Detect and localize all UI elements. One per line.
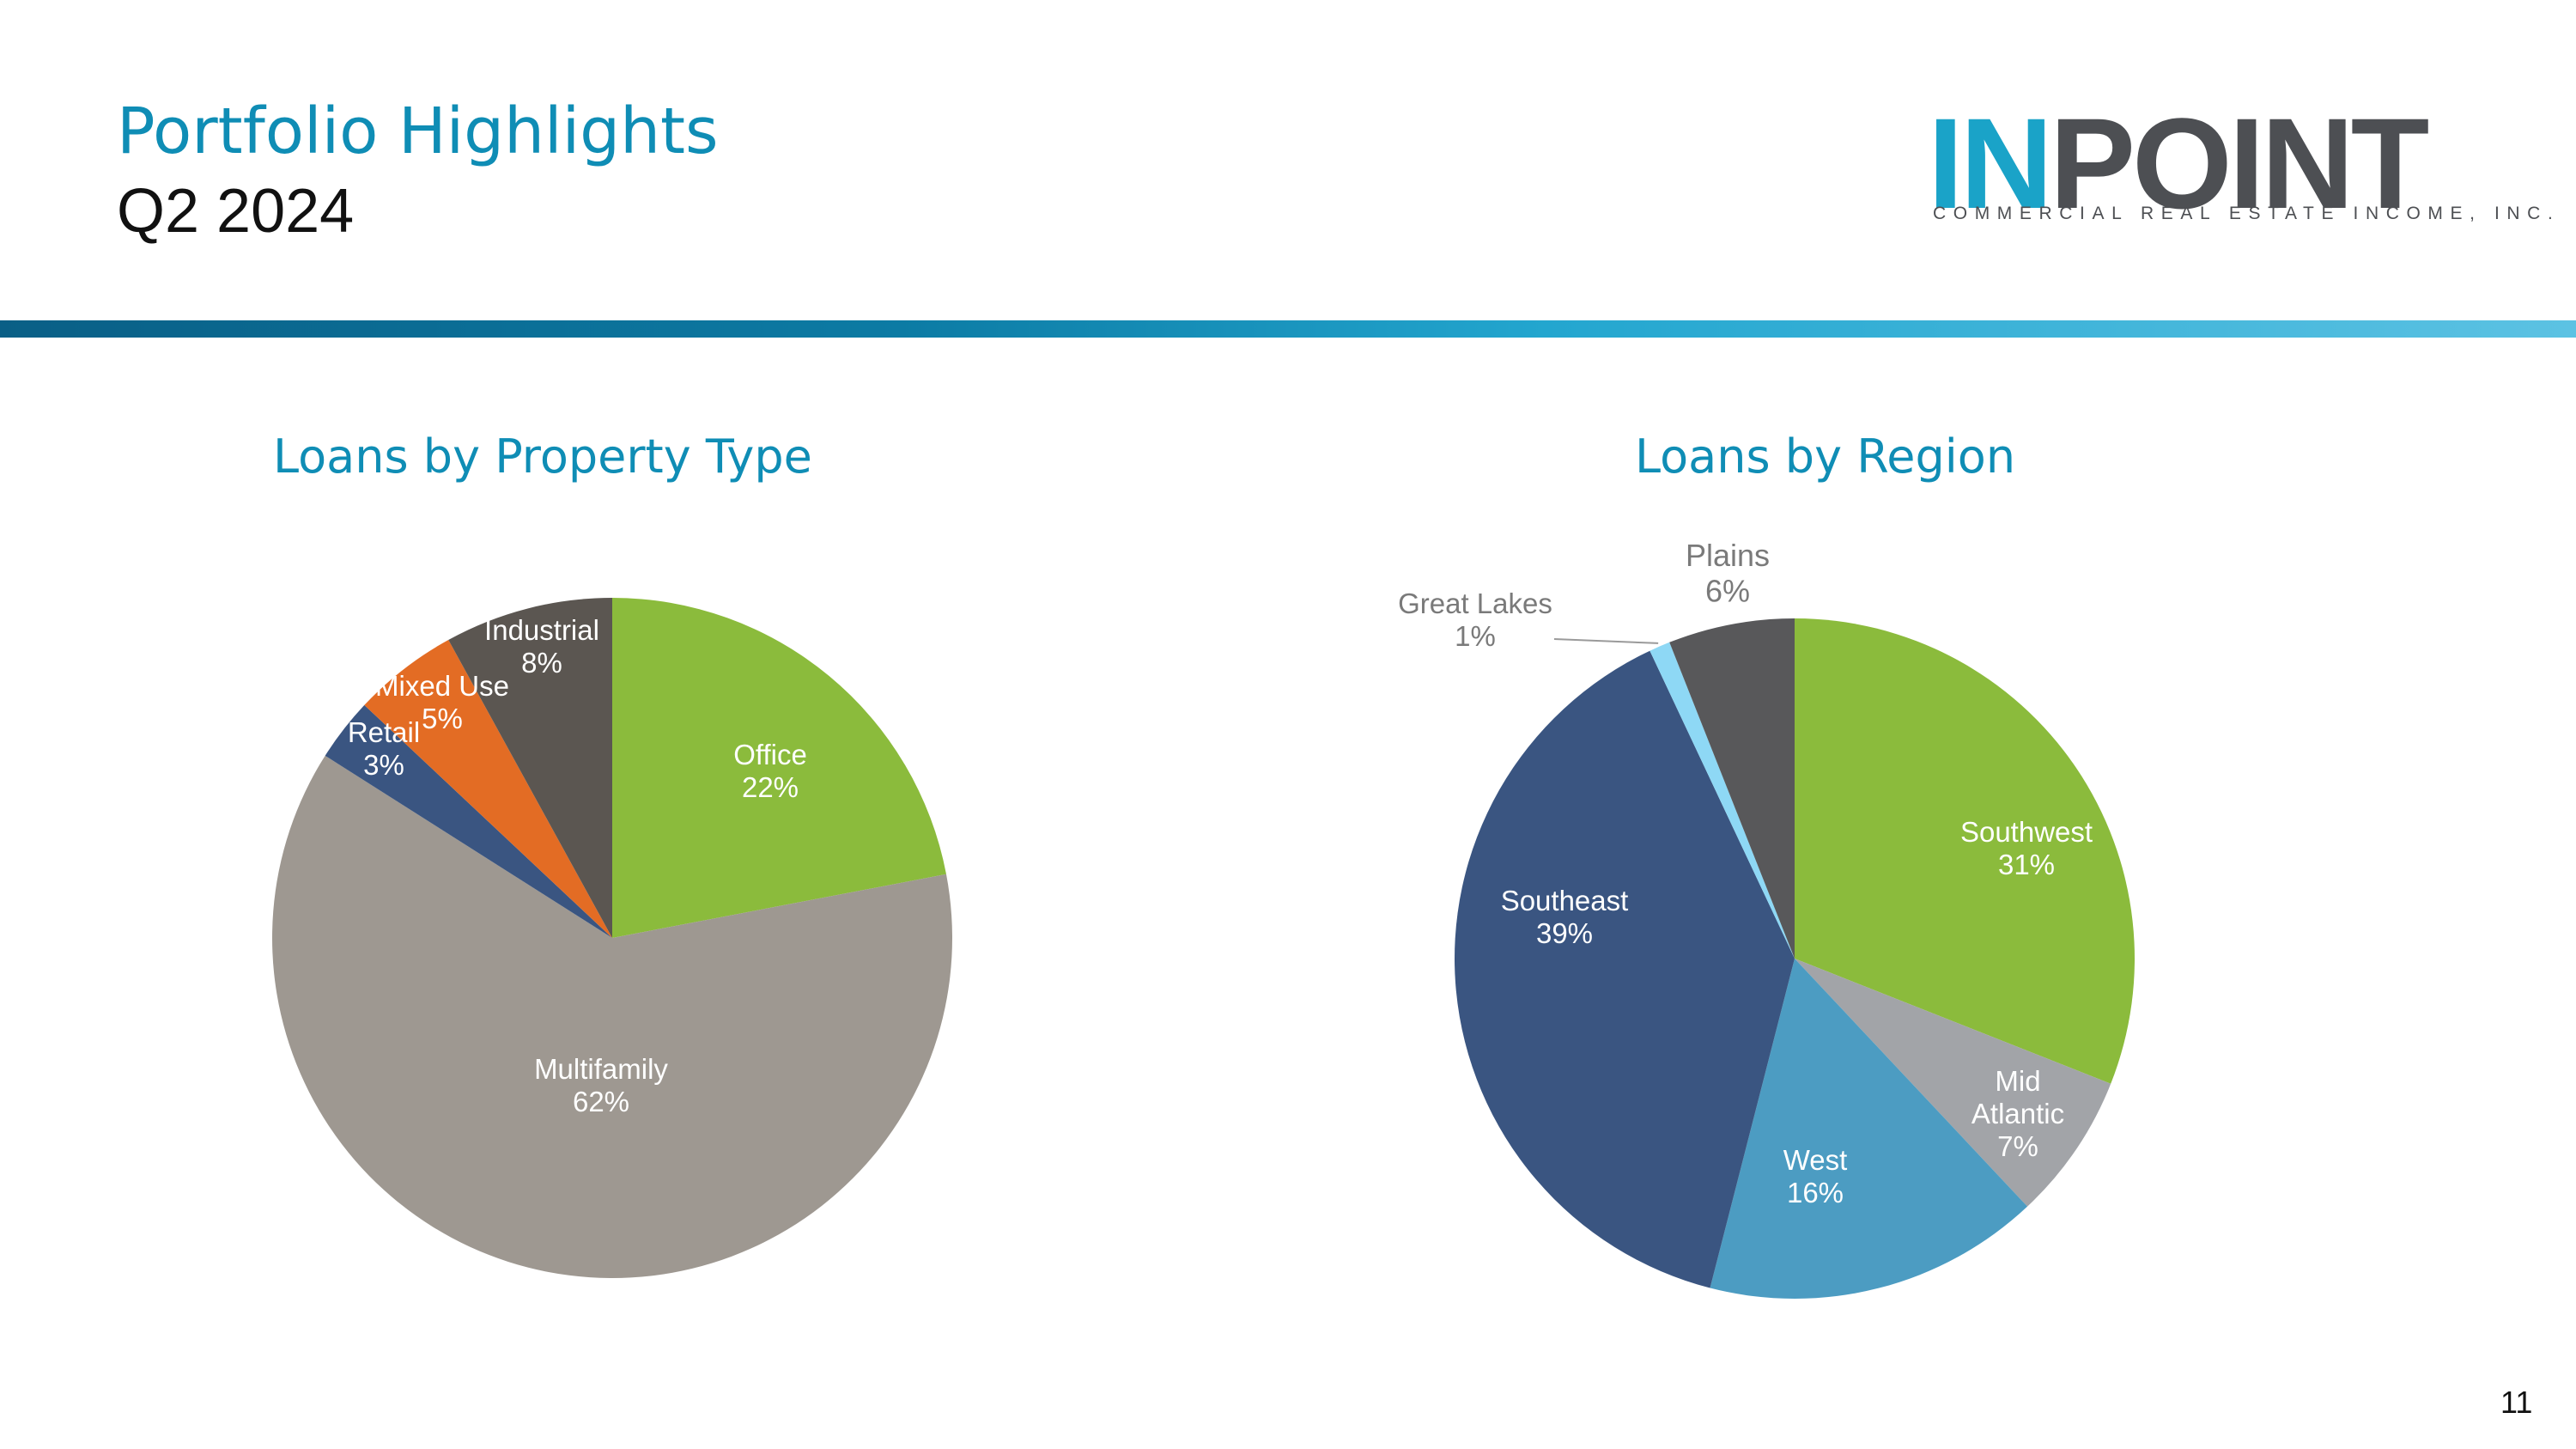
leader-line-great-lakes bbox=[1553, 638, 1659, 644]
header-divider-band bbox=[0, 320, 2576, 338]
pie-slice-mid-atlantic bbox=[1795, 959, 2111, 1207]
page-title: Portfolio Highlights bbox=[117, 94, 719, 168]
data-label-plains: Plains 6% bbox=[1686, 538, 1770, 608]
slice-name-label: Multifamily bbox=[534, 1053, 668, 1085]
logo-word-in: IN bbox=[1928, 91, 2053, 235]
data-label-retail: Retail 3% bbox=[348, 716, 420, 781]
slice-name-label: Atlantic bbox=[1971, 1098, 2064, 1129]
page-subtitle: Q2 2024 bbox=[117, 177, 355, 246]
pie-chart-property-type: Office 22%Multifamily 62%Retail 3%Mixed Use… bbox=[271, 598, 952, 1278]
slice-name-label: Southeast bbox=[1501, 885, 1629, 916]
company-logo: INPOINT COMMERCIAL REAL ESTATE INCOME, I… bbox=[1928, 99, 2553, 236]
slice-name-label: Retail bbox=[348, 716, 420, 748]
slice-name-label: West bbox=[1783, 1144, 1848, 1176]
slice-name-label: Mid bbox=[1995, 1065, 2040, 1097]
pie-slice-office bbox=[612, 598, 946, 938]
data-label-west: West 16% bbox=[1783, 1144, 1848, 1209]
data-label-mixed-use: Mixed Use 5% bbox=[375, 670, 509, 734]
slice-percent-label: 5% bbox=[422, 703, 463, 734]
slice-name-label: Industrial bbox=[484, 614, 599, 646]
slice-name-label: Plains bbox=[1686, 538, 1770, 573]
pie-chart-region: Southwest 31% Mid Atlantic 7% West 16% Southeas… bbox=[1398, 538, 2135, 1299]
chart-title-region: Loans by Region bbox=[1635, 429, 2016, 484]
data-label-southwest: Southwest 31% bbox=[1960, 816, 2093, 880]
slice-percent-label: 39% bbox=[1536, 917, 1593, 949]
slice-percent-label: 1% bbox=[1455, 620, 1496, 652]
pie-slice-industrial bbox=[448, 598, 612, 938]
slice-name-label: Great Lakes bbox=[1398, 588, 1552, 619]
data-label-multifamily: Multifamily 62% bbox=[534, 1053, 668, 1117]
slice-percent-label: 8% bbox=[521, 647, 562, 679]
pie-slice-southeast bbox=[1454, 650, 1795, 1288]
data-label-office: Office 22% bbox=[733, 739, 807, 803]
logo-tagline: COMMERCIAL REAL ESTATE INCOME, INC. bbox=[1933, 204, 2561, 223]
slice-name-label: Mixed Use bbox=[375, 670, 509, 702]
slice-percent-label: 16% bbox=[1787, 1177, 1844, 1209]
data-label-mid-atlantic: Mid Atlantic 7% bbox=[1971, 1065, 2064, 1162]
slice-percent-label: 22% bbox=[742, 771, 799, 803]
slice-name-label: Southwest bbox=[1960, 816, 2093, 848]
pie-slice-great-lakes bbox=[1649, 642, 1795, 959]
pie-slice-west bbox=[1710, 959, 2028, 1299]
slice-percent-label: 31% bbox=[1998, 849, 2055, 880]
slice-percent-label: 3% bbox=[363, 749, 404, 781]
data-label-great-lakes: Great Lakes 1% bbox=[1398, 588, 1552, 652]
pie-slice-plains bbox=[1669, 618, 1795, 959]
page-number: 11 bbox=[2500, 1385, 2533, 1420]
pie-slice-multifamily bbox=[271, 755, 952, 1278]
slice-percent-label: 6% bbox=[1705, 573, 1750, 608]
slice-percent-label: 7% bbox=[1997, 1130, 2038, 1162]
slice-name-label: Office bbox=[733, 739, 807, 770]
logo-wordmark: INPOINT bbox=[1928, 99, 2429, 228]
pie-slice-retail bbox=[325, 704, 612, 938]
chart-title-property-type: Loans by Property Type bbox=[273, 429, 812, 484]
data-label-industrial: Industrial 8% bbox=[484, 614, 599, 679]
logo-word-point: POINT bbox=[2050, 91, 2429, 235]
slice-percent-label: 62% bbox=[573, 1086, 629, 1117]
pie-slice-southwest bbox=[1795, 618, 2135, 1084]
data-label-southeast: Southeast 39% bbox=[1501, 885, 1629, 949]
pie-slice-mixed-use bbox=[364, 639, 612, 938]
